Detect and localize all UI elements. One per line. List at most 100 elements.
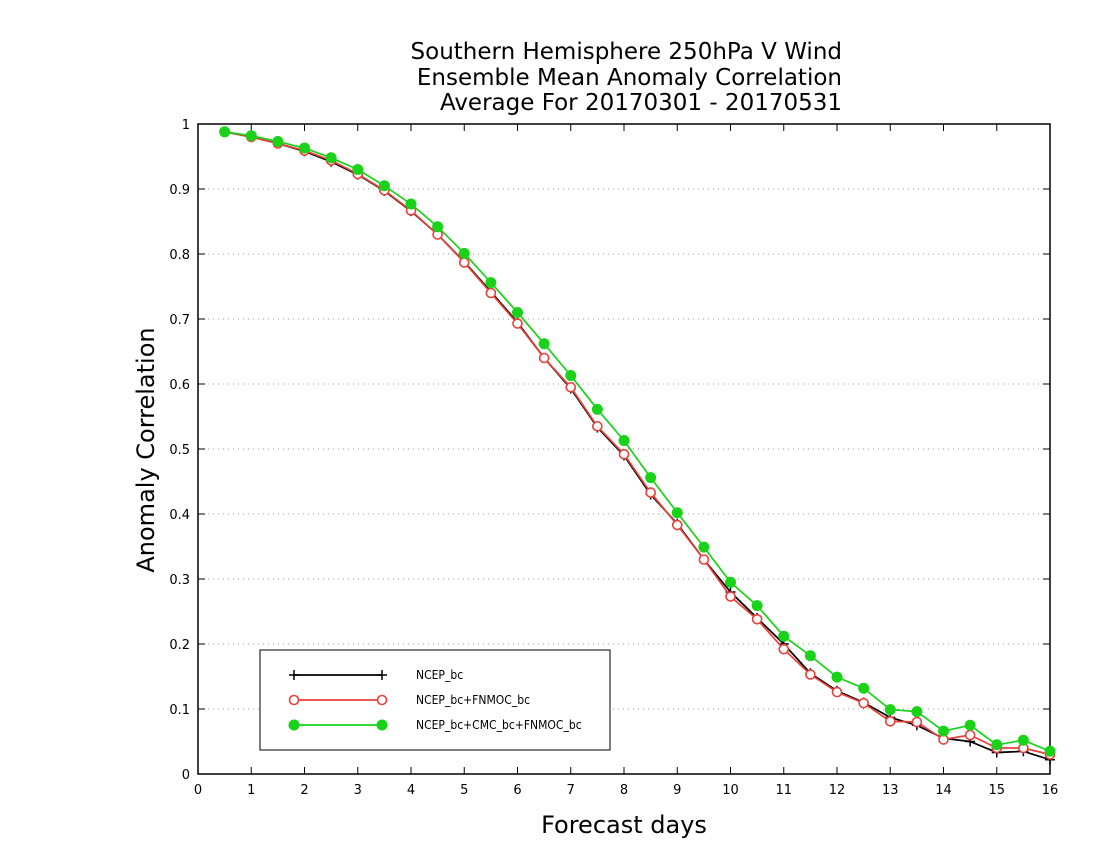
data-point — [512, 318, 523, 329]
data-point — [485, 277, 497, 289]
x-tick-label: 5 — [460, 783, 468, 798]
series-3 — [219, 126, 1056, 757]
y-tick-label: 0.9 — [169, 183, 190, 198]
data-point — [299, 142, 310, 154]
legend-marker — [288, 694, 300, 706]
data-point — [991, 739, 1003, 751]
x-tick-label: 1 — [247, 783, 255, 798]
x-axis-ticks: 0 1 2 3 4 5 6 7 8 9 10 11 12 13 14 15 16 — [194, 124, 1058, 798]
data-point — [538, 338, 550, 350]
y-tick-label: 0.1 — [169, 703, 190, 718]
data-point — [538, 352, 550, 364]
x-tick-label: 6 — [513, 783, 521, 798]
y-axis-label: Anomaly Correlation — [132, 327, 160, 572]
x-tick-label: 10 — [722, 783, 739, 798]
x-tick-label: 16 — [1042, 783, 1059, 798]
data-point — [1044, 745, 1056, 757]
y-tick-label: 0.4 — [169, 508, 190, 523]
series-layer — [219, 126, 1056, 765]
y-tick-label: 0.6 — [169, 378, 190, 393]
chart-title: Southern Hemisphere 250hPa V Wind Ensemb… — [411, 39, 842, 116]
data-point — [884, 704, 896, 716]
title-line-2: Ensemble Mean Anomaly Correlation — [417, 65, 842, 91]
legend-label: NCEP_bc+FNMOC_bc — [416, 693, 530, 707]
x-tick-label: 11 — [775, 783, 792, 798]
y-tick-label: 0.3 — [169, 573, 190, 588]
data-point — [884, 716, 896, 727]
data-point — [778, 630, 790, 642]
data-point — [805, 669, 816, 680]
data-point — [458, 247, 470, 259]
data-point — [831, 671, 843, 683]
data-point — [938, 725, 949, 737]
legend-marker — [376, 719, 388, 731]
y-axis-ticks: 0 0.1 0.2 0.3 0.4 0.5 0.6 0.7 0.8 0.9 1 — [169, 118, 1050, 783]
data-point — [725, 576, 736, 588]
data-point — [751, 613, 763, 625]
data-point — [911, 716, 923, 728]
x-tick-label: 14 — [935, 783, 952, 798]
data-point — [645, 472, 657, 484]
data-point — [591, 403, 603, 415]
legend-marker — [376, 694, 388, 706]
data-point — [911, 706, 923, 718]
x-tick-label: 2 — [300, 783, 308, 798]
data-point — [592, 420, 603, 432]
x-tick-label: 0 — [194, 783, 202, 798]
x-tick-label: 9 — [673, 783, 681, 798]
data-point — [485, 287, 497, 299]
x-tick-label: 15 — [988, 783, 1005, 798]
data-point — [245, 130, 257, 142]
title-line-1: Southern Hemisphere 250hPa V Wind — [411, 39, 842, 65]
x-tick-label: 3 — [354, 783, 362, 798]
legend-label: NCEP_bc+CMC_bc+FNMOC_bc — [416, 718, 582, 732]
y-tick-label: 1 — [182, 118, 190, 133]
x-tick-label: 12 — [829, 783, 846, 798]
data-point — [565, 370, 577, 382]
data-point — [219, 126, 231, 138]
data-point — [831, 686, 843, 698]
data-point — [352, 164, 364, 175]
title-line-3: Average For 20170301 - 20170531 — [440, 90, 842, 116]
legend-marker — [289, 670, 299, 680]
legend-item: NCEP_bc — [289, 668, 463, 682]
data-point — [778, 643, 790, 655]
data-point — [671, 519, 683, 531]
data-point — [378, 180, 390, 192]
legend: NCEP_bc NCEP_bc+FNMOC_bc NCEP_bc+CMC_bc+FN… — [259, 649, 611, 751]
data-point — [618, 435, 630, 447]
data-point — [964, 729, 976, 741]
data-point — [512, 307, 523, 318]
y-tick-label: 0.5 — [169, 443, 190, 458]
data-point — [618, 448, 630, 460]
data-point — [725, 591, 736, 602]
data-point — [565, 381, 577, 393]
legend-marker — [288, 719, 300, 731]
data-point — [272, 136, 284, 148]
data-point — [325, 152, 337, 164]
y-tick-label: 0 — [182, 768, 190, 783]
y-tick-label: 0.7 — [169, 313, 190, 328]
data-point — [964, 719, 976, 731]
data-point — [698, 554, 710, 565]
legend-item: NCEP_bc+CMC_bc+FNMOC_bc — [288, 718, 582, 732]
data-point — [858, 697, 869, 709]
legend-marker — [377, 670, 387, 680]
data-point — [858, 682, 870, 694]
data-point — [751, 600, 763, 612]
x-tick-label: 8 — [620, 783, 628, 798]
gridlines — [198, 188, 1050, 710]
data-point — [645, 487, 656, 498]
x-tick-label: 7 — [567, 783, 575, 798]
data-point — [671, 507, 683, 519]
legend-item: NCEP_bc+FNMOC_bc — [288, 693, 530, 707]
data-point — [698, 541, 710, 553]
data-point — [432, 221, 444, 233]
data-point — [804, 650, 816, 662]
legend-label: NCEP_bc — [416, 668, 463, 682]
data-point — [458, 257, 470, 268]
data-point — [1017, 734, 1029, 746]
y-tick-label: 0.2 — [169, 638, 190, 653]
y-tick-label: 0.8 — [169, 248, 190, 263]
